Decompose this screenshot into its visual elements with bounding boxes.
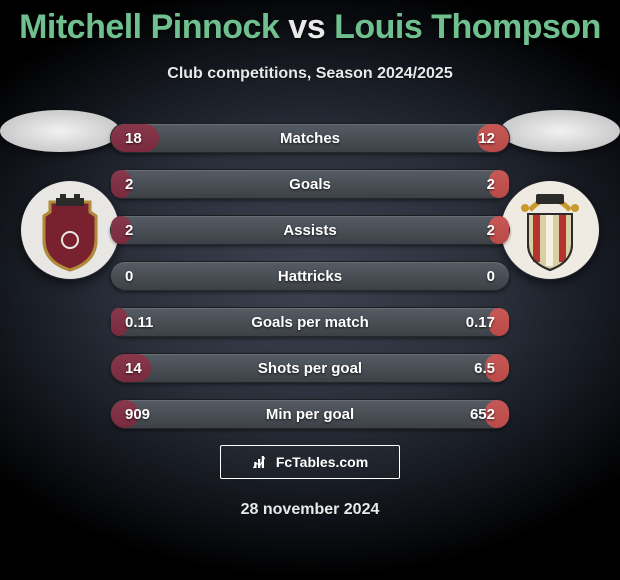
stat-row: 909Min per goal652	[110, 399, 510, 429]
stat-label: Assists	[111, 222, 509, 239]
subtitle: Club competitions, Season 2024/2025	[0, 65, 620, 83]
stat-label: Matches	[111, 130, 509, 147]
stat-row: 18Matches12	[110, 123, 510, 153]
stat-row: 2Goals2	[110, 169, 510, 199]
stat-label: Min per goal	[111, 406, 509, 423]
stat-right-value: 12	[478, 130, 495, 147]
stat-right-value: 2	[487, 222, 495, 239]
stat-left-value: 0	[125, 268, 133, 285]
stat-left-value: 2	[125, 222, 133, 239]
stat-row: 2Assists2	[110, 215, 510, 245]
stat-right-value: 0.17	[466, 314, 495, 331]
vs-text: vs	[288, 8, 325, 46]
comparison-title: Mitchell Pinnock vs Louis Thompson	[0, 0, 620, 47]
stat-row: 14Shots per goal6.5	[110, 353, 510, 383]
stat-right-value: 652	[470, 406, 495, 423]
stat-row: 0Hattricks0	[110, 261, 510, 291]
branding-badge[interactable]: FcTables.com	[220, 445, 400, 479]
stat-row: 0.11Goals per match0.17	[110, 307, 510, 337]
stat-left-value: 909	[125, 406, 150, 423]
player1-name: Mitchell Pinnock	[19, 8, 279, 46]
stat-right-value: 0	[487, 268, 495, 285]
stat-left-value: 18	[125, 130, 142, 147]
stat-left-value: 2	[125, 176, 133, 193]
stat-right-value: 2	[487, 176, 495, 193]
stat-left-value: 0.11	[125, 314, 153, 331]
stat-label: Hattricks	[111, 268, 509, 285]
stat-label: Goals per match	[111, 314, 509, 331]
stat-label: Shots per goal	[111, 360, 509, 377]
player1-photo-placeholder	[0, 110, 120, 152]
player2-club-crest	[500, 180, 600, 280]
stat-label: Goals	[111, 176, 509, 193]
player1-club-crest	[20, 180, 120, 280]
stat-left-value: 14	[125, 360, 142, 377]
branding-text: FcTables.com	[276, 454, 368, 470]
stats-table: 18Matches122Goals22Assists20Hattricks00.…	[110, 123, 510, 429]
stat-right-value: 6.5	[474, 360, 495, 377]
player2-name: Louis Thompson	[334, 8, 601, 46]
date: 28 november 2024	[0, 501, 620, 519]
player2-photo-placeholder	[500, 110, 620, 152]
chart-icon	[252, 453, 270, 471]
